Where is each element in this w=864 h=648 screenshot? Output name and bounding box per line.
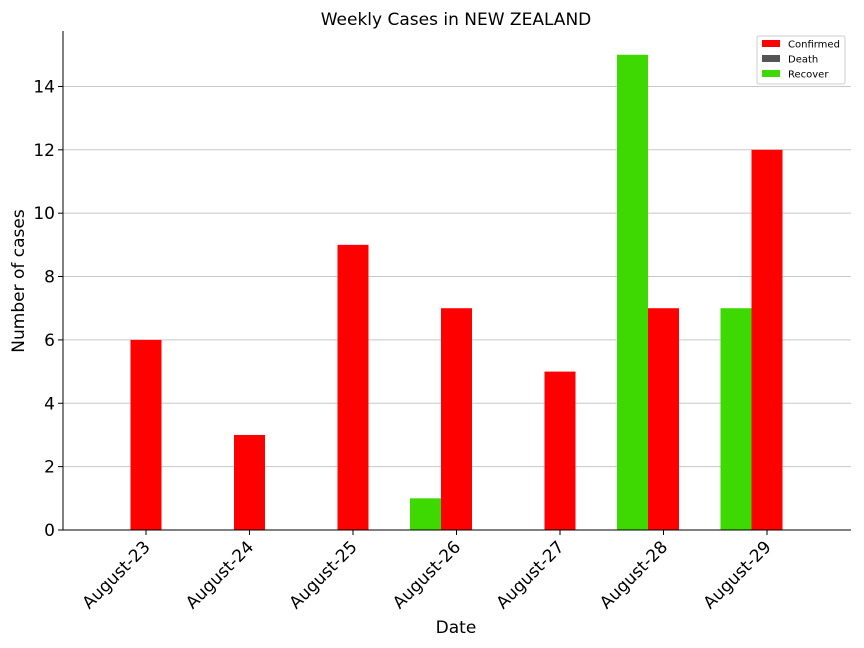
x-tick-label: August-28 <box>596 537 672 613</box>
y-axis-label: Number of cases <box>9 209 29 353</box>
legend-label-death: Death <box>788 55 818 66</box>
x-tick-label: August-29 <box>700 537 776 613</box>
legend-swatch-confirmed <box>762 40 780 47</box>
x-axis-label: Date <box>436 618 477 638</box>
y-tick-label: 4 <box>44 394 55 414</box>
x-tick-label: August-25 <box>286 537 362 613</box>
legend-label-confirmed: Confirmed <box>788 40 840 51</box>
x-tick-label: August-26 <box>389 537 465 613</box>
chart-title: Weekly Cases in NEW ZEALAND <box>321 10 592 30</box>
y-ticks: 0 2 4 6 8 10 12 14 <box>33 77 63 541</box>
bar-confirmed <box>337 244 369 530</box>
bars <box>130 54 783 531</box>
legend-label-recover: Recover <box>788 70 829 81</box>
bar-confirmed <box>234 434 265 530</box>
y-tick-label: 0 <box>44 521 55 541</box>
y-tick-label: 2 <box>44 458 55 478</box>
bar-confirmed <box>130 339 162 530</box>
bar-recover <box>410 498 441 530</box>
x-ticks: August-23 August-24 August-25 August-26 Augu… <box>79 530 776 613</box>
bar-confirmed <box>751 149 783 531</box>
y-tick-label: 12 <box>33 141 55 161</box>
y-tick-label: 8 <box>44 268 55 288</box>
bar-confirmed <box>648 308 679 530</box>
legend-swatch-recover <box>762 70 780 77</box>
legend-swatch-death <box>762 55 780 62</box>
bar-recover <box>617 54 648 531</box>
legend: Confirmed Death Recover <box>756 35 846 85</box>
y-tick-label: 6 <box>44 331 55 351</box>
y-tick-label: 14 <box>33 77 55 97</box>
bar-recover <box>720 308 752 530</box>
bar-confirmed <box>441 308 472 530</box>
x-tick-label: August-27 <box>493 537 569 613</box>
x-tick-label: August-23 <box>79 537 155 613</box>
y-tick-label: 10 <box>33 204 55 224</box>
x-tick-label: August-24 <box>182 537 258 613</box>
bar-confirmed <box>544 371 576 530</box>
